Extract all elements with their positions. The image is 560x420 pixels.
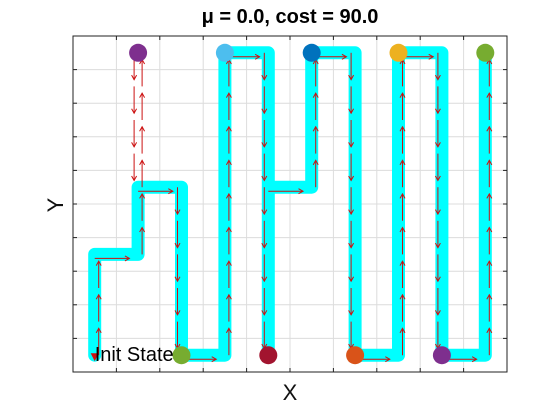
waypoint-marker [173, 346, 191, 364]
waypoint-marker [129, 44, 147, 62]
waypoint-marker [216, 44, 234, 62]
waypoint-marker [476, 44, 494, 62]
x-axis-label: X [283, 380, 298, 405]
waypoint-marker [303, 44, 321, 62]
waypoint-marker [390, 44, 408, 62]
annotation-layer: Init State [95, 344, 174, 366]
waypoint-marker [259, 346, 277, 364]
chart-title: μ = 0.0, cost = 90.0 [202, 6, 379, 28]
waypoint-marker [433, 346, 451, 364]
waypoint-marker [346, 346, 364, 364]
y-axis-label: Y [43, 197, 68, 212]
init-state-label: Init State [95, 344, 174, 366]
arrow-layer [95, 53, 492, 362]
